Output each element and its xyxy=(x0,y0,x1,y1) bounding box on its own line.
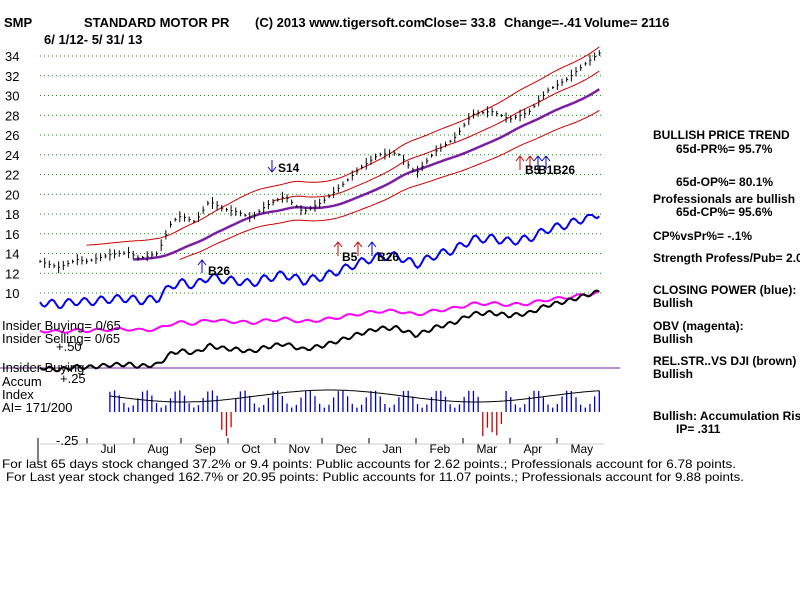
date-range: 6/ 1/12- 5/ 31/ 13 xyxy=(44,32,142,47)
footer-line-65d: For last 65 days stock changed 37.2% or … xyxy=(2,457,736,471)
upper-band xyxy=(86,46,600,246)
y-tick-label: 34 xyxy=(5,49,19,64)
signal-s14-label: S14 xyxy=(278,161,300,175)
trend-title: BULLISH PRICE TREND xyxy=(653,128,790,142)
signal-b26-jul: B26 xyxy=(197,259,230,278)
y-tick-label: 28 xyxy=(5,108,19,123)
op-value: 65d-OP%= 80.1% xyxy=(676,175,773,189)
accum-tick-plus50: +.50 xyxy=(56,339,82,354)
obv-status: Bullish xyxy=(653,332,693,346)
signal-b26-dec-label: B26 xyxy=(377,250,399,264)
y-tick-label: 14 xyxy=(5,247,19,262)
signal-b26-jul-label: B26 xyxy=(208,264,230,278)
close-value: Close= 33.8 xyxy=(424,15,496,30)
insider-buying-panel-label: Insider Buying xyxy=(2,360,84,375)
inner-band xyxy=(272,70,600,202)
ticker: SMP xyxy=(4,15,33,30)
gridlines xyxy=(40,55,604,294)
accumulation-histogram xyxy=(109,389,600,437)
x-tick-label: Feb xyxy=(430,442,451,456)
y-tick-label: 32 xyxy=(5,69,19,84)
accum-tick-minus25: -.25 xyxy=(56,433,78,448)
moving-average xyxy=(133,88,600,261)
accum-label: Accum xyxy=(2,374,42,389)
y-tick-label: 16 xyxy=(5,227,19,242)
cp-value: 65d-CP%= 95.6% xyxy=(676,205,773,219)
obv-line xyxy=(39,290,600,334)
accum-ma-line xyxy=(109,389,600,403)
x-tick-label: Oct xyxy=(242,442,261,456)
y-tick-label: 18 xyxy=(5,207,19,222)
copyright: (C) 2013 www.tigersoft.com xyxy=(255,15,425,30)
series-layer xyxy=(39,46,601,373)
footer-line-year: For Last year stock changed 162.7% or 20… xyxy=(6,470,744,484)
pr-value: 65d-PR%= 95.7% xyxy=(676,142,773,156)
lower-band xyxy=(179,109,600,261)
y-tick-label: 22 xyxy=(5,168,19,183)
closing-power-label: CLOSING POWER (blue): xyxy=(653,283,796,297)
insider-buying-label: Insider Buying= 0/65 xyxy=(2,318,121,333)
x-tick-label: May xyxy=(571,442,594,456)
signal-cluster-apr: B5 B1 B26 xyxy=(515,155,575,177)
insider-selling-label: Insider Selling= 0/65 xyxy=(2,331,120,346)
signals: S14 B26 B5 B26 B5 B1 B xyxy=(197,155,575,278)
x-tick-label: Sep xyxy=(195,442,217,456)
closing-power-status: Bullish xyxy=(653,296,693,310)
x-tick-label: Aug xyxy=(148,442,169,456)
relstr-label: REL.STR..VS DJI (brown) xyxy=(653,354,796,368)
obv-label: OBV (magenta): xyxy=(653,319,744,333)
y-tick-label: 24 xyxy=(5,148,19,163)
signal-b26-apr-label: B26 xyxy=(553,163,575,177)
closing-power-line xyxy=(39,214,600,310)
signal-b5-label: B5 xyxy=(342,250,358,264)
x-axis: Jul Aug Sep Oct Nov Dec Jan Feb Mar Apr May xyxy=(40,438,604,456)
relative-strength-line xyxy=(39,289,600,373)
accum-rising: Bullish: Accumulation Rising xyxy=(653,409,800,423)
relstr-status: Bullish xyxy=(653,367,693,381)
x-tick-label: Nov xyxy=(289,442,310,456)
accum-tick-plus25: +.25 xyxy=(60,371,86,386)
volume-value: Volume= 2116 xyxy=(584,15,669,30)
signal-b5-dec: B5 B26 xyxy=(333,241,399,264)
index-label: Index xyxy=(2,387,34,402)
x-tick-label: Jan xyxy=(383,442,402,456)
x-tick-label: Apr xyxy=(524,442,543,456)
y-axis: 34 32 30 28 26 24 22 20 18 16 14 12 10 xyxy=(5,49,19,301)
cpvspr-value: CP%vsPr%= -.1% xyxy=(653,229,752,243)
y-tick-label: 26 xyxy=(5,128,19,143)
y-tick-label: 10 xyxy=(5,286,19,301)
y-tick-label: 20 xyxy=(5,187,19,202)
y-tick-label: 12 xyxy=(5,266,19,281)
signal-s14: S14 xyxy=(267,160,300,175)
signal-b1-label: B1 xyxy=(538,163,554,177)
signal-b5-apr-label: B5 xyxy=(525,163,541,177)
x-tick-label: Jul xyxy=(101,442,116,456)
y-tick-label: 30 xyxy=(5,89,19,104)
strength-value: Strength Profess/Pub= 2.0 xyxy=(653,251,800,265)
pros-bullish: Professionals are bullish xyxy=(653,192,795,206)
change-value: Change=-.41 xyxy=(504,15,582,30)
ip-value: IP= .311 xyxy=(676,422,721,436)
x-tick-label: Mar xyxy=(477,442,498,456)
x-tick-label: Dec xyxy=(336,442,357,456)
ai-label: AI= 171/200 xyxy=(2,400,72,415)
company-name: STANDARD MOTOR PR xyxy=(84,15,230,30)
side-panel: BULLISH PRICE TREND 65d-PR%= 95.7% 65d-O… xyxy=(653,128,800,436)
